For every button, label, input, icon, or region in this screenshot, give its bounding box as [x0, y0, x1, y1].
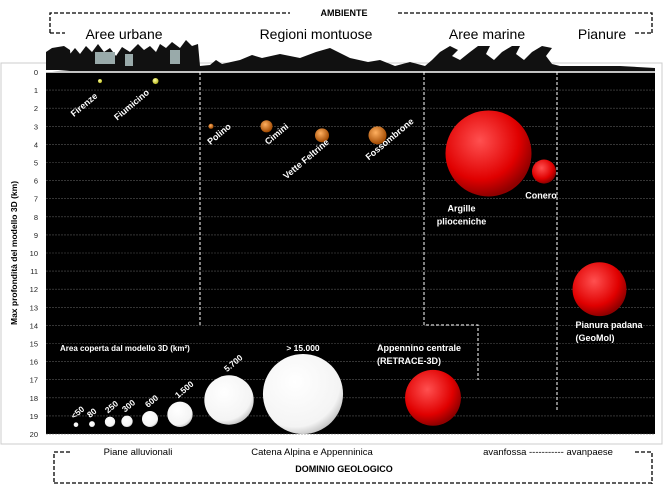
bubble-vette-feltrine [314, 128, 330, 143]
y-tick-label: 5 [34, 159, 38, 168]
y-axis-label: Max profondità del modello 3D (km) [9, 181, 19, 325]
bubble-firenze [97, 78, 103, 84]
y-tick-label: 10 [30, 249, 38, 258]
size-legend-circle [262, 353, 344, 435]
y-tick-label: 4 [34, 140, 38, 149]
bubble-point: Pianura padana (GeoMol) [572, 262, 644, 343]
y-tick-label: 8 [34, 213, 38, 222]
y-tick-label: 20 [30, 430, 38, 439]
landscape-silhouette [46, 40, 655, 72]
skyline-buildings [95, 50, 180, 66]
size-legend-circle [104, 416, 116, 427]
bubble-label: Pianura padana (GeoMol) [576, 320, 644, 343]
dominio-title: DOMINIO GEOLOGICO [295, 464, 393, 474]
y-tick-label: 15 [30, 340, 38, 349]
bubble-cimini [260, 120, 273, 133]
bubble-pianura-padana-geomol- [572, 262, 627, 317]
bubble-polino [208, 123, 214, 129]
bubble-conero [531, 159, 557, 184]
y-tick-label: 11 [30, 267, 38, 276]
bubble-fiumicino [152, 78, 159, 85]
size-legend-entry: > 15.000 [262, 343, 344, 435]
ambiente-title: AMBIENTE [321, 8, 368, 18]
size-legend-label: > 15.000 [286, 343, 320, 353]
bubble-label: Conero [525, 191, 557, 201]
bubble-argille-plioceniche [445, 110, 532, 197]
y-tick-label: 3 [34, 122, 38, 131]
size-legend-circle [73, 422, 79, 428]
y-tick-label: 6 [34, 177, 38, 186]
y-tick-label: 2 [34, 104, 38, 113]
y-tick-label: 17 [30, 376, 38, 385]
env-label-plains: Pianure [578, 26, 626, 42]
env-label-marine: Aree marine [449, 26, 525, 42]
bubble-appennino-centrale-retrace-3d- [405, 369, 461, 426]
bubble-point: Appennino centrale (RETRACE-3D) [377, 343, 461, 426]
domain-separators [199, 72, 558, 410]
size-legend-circle [89, 421, 95, 427]
bubble-label: Argille plioceniche [437, 203, 487, 226]
gridlines [46, 89, 655, 435]
y-tick-label: 7 [34, 195, 38, 204]
bubble-point: Conero [525, 159, 557, 201]
y-tick-label: 9 [34, 231, 38, 240]
y-tick-label: 0 [34, 68, 38, 77]
size-legend-title: Area coperta dal modello 3D (km²) [60, 344, 190, 353]
bubble-label: Appennino centrale (RETRACE-3D) [377, 343, 461, 366]
env-label-urban: Aree urbane [85, 26, 162, 42]
dominio-bracket [53, 451, 653, 484]
size-legend-circle [121, 415, 133, 427]
size-legend-circle [167, 401, 193, 428]
domain-label-alluvial: Piane alluvionali [104, 447, 173, 458]
domain-label-foredeep: avanfossa ----------- avanpaese [483, 447, 613, 458]
y-tick-label: 12 [30, 285, 38, 294]
y-tick-label: 18 [30, 394, 38, 403]
ambiente-bracket [49, 12, 653, 34]
bubble-point: Argille plioceniche [437, 110, 532, 226]
size-legend-circle [141, 410, 159, 427]
env-label-mountain: Regioni montuose [260, 26, 373, 42]
y-tick-label: 19 [30, 412, 38, 421]
size-legend-circle [204, 375, 254, 425]
y-tick-label: 13 [30, 303, 38, 312]
y-tick-label: 1 [34, 86, 38, 95]
y-tick-label: 14 [30, 321, 38, 330]
domain-label-chain: Catena Alpina e Appenninica [251, 447, 373, 458]
y-tick-label: 16 [30, 358, 38, 367]
bubble-fossombrone [368, 126, 387, 145]
